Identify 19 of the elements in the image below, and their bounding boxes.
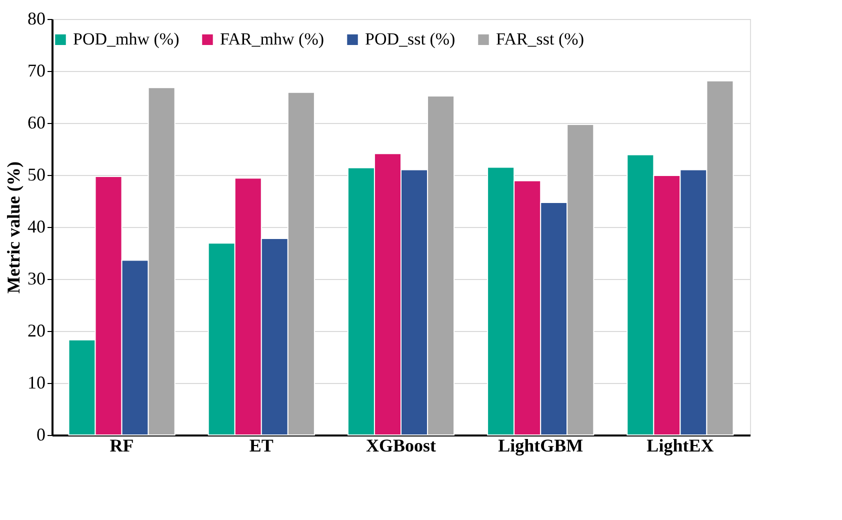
y-tick-label: 50	[28, 164, 46, 184]
y-tick-label: 80	[28, 8, 46, 28]
y-tick-label: 60	[28, 112, 46, 132]
x-tick-label: LightGBM	[498, 436, 584, 456]
x-tick-label: ET	[249, 436, 274, 456]
x-tick-label: RF	[110, 436, 134, 456]
y-tick-label: 70	[28, 60, 46, 80]
y-axis-title: Metric value (%)	[4, 162, 24, 294]
legend-label: FAR_sst (%)	[496, 30, 584, 49]
x-tick-label: XGBoost	[366, 436, 436, 456]
legend-label: POD_sst (%)	[365, 30, 456, 49]
x-tick-label: LightEX	[646, 436, 714, 456]
y-tick-label: 40	[28, 216, 46, 236]
legend-label: POD_mhw (%)	[73, 30, 180, 49]
y-tick-label: 20	[28, 320, 46, 340]
y-tick-label: 0	[36, 424, 46, 444]
y-tick-label: 10	[28, 372, 46, 392]
y-tick-label: 30	[28, 268, 46, 288]
legend-label: FAR_mhw (%)	[220, 30, 324, 49]
